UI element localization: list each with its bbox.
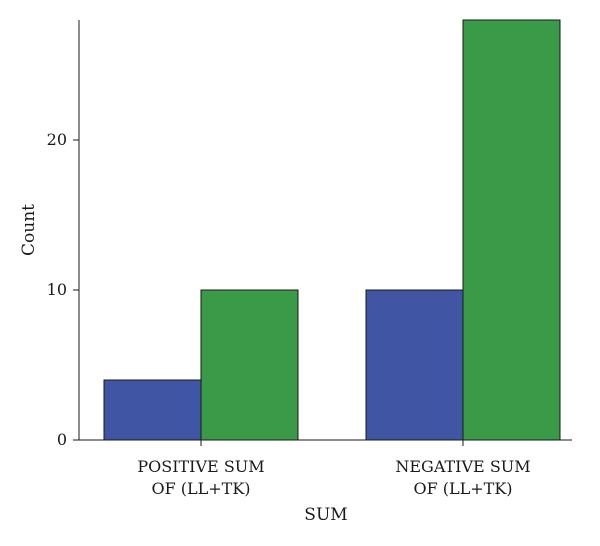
y-tick-label: 20 [47,130,67,149]
y-tick-label: 0 [57,430,67,449]
bar-series-1-category-1 [103,379,202,441]
bars-layer [103,19,561,441]
x-axis-title: SUM [304,505,347,525]
x-category-label: OF (LL+TK) [413,479,512,498]
x-category-label: NEGATIVE SUM [395,457,530,476]
y-tick-label: 10 [47,280,67,299]
category-labels: POSITIVE SUM OF (LL+TK) NEGATIVE SUM OF (LL… [137,440,531,498]
bar-series-2-category-1 [200,289,299,441]
bar-series-2-category-2 [462,19,561,441]
x-category-label: OF (LL+TK) [151,479,250,498]
bar-series-1-category-2 [365,289,464,441]
ticks-layer: 0 10 20 [47,130,79,449]
axis-layer [78,20,572,441]
y-axis-title: Count [19,204,39,256]
x-category-label: POSITIVE SUM [137,457,264,476]
